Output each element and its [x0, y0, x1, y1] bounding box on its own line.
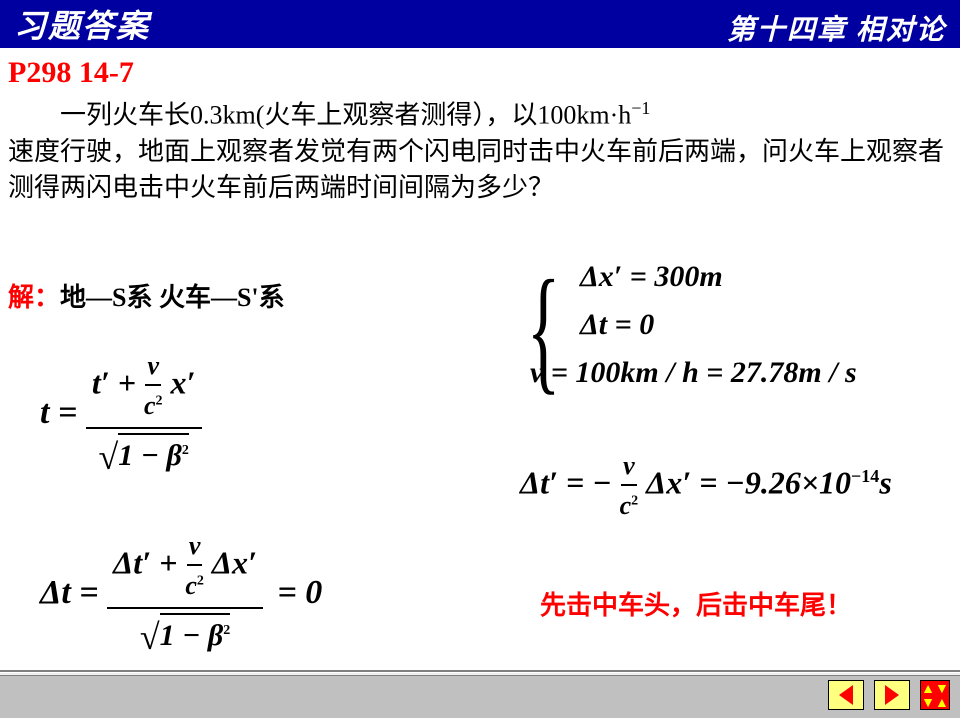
solution-prefix: 解：	[8, 283, 60, 312]
eq-zero: = 0	[277, 574, 322, 611]
dt-numerator: Δt′ + v c2 Δx′	[107, 528, 263, 609]
exit-button[interactable]: ▲▼▼▲	[920, 680, 950, 710]
prev-button[interactable]	[828, 680, 864, 710]
problem-line1a: 一列火车长0.3km(火车上观察者测得），以100km·h	[60, 101, 631, 130]
arrow-left-icon	[839, 685, 853, 705]
vc2-frac: v c2	[144, 348, 163, 425]
given-dt: Δt = 0	[580, 304, 654, 346]
exit-icon: ▲▼▼▲	[921, 681, 949, 709]
problem-line1b: 速度行驶，地面上观察者发觉有两个闪电同时击中火车前后两端，问火车上观察者测得两闪…	[8, 137, 944, 202]
t-lhs: t =	[40, 394, 77, 431]
problem-reference: P298 14-7	[8, 52, 952, 94]
slide-content: P298 14-7 一列火车长0.3km(火车上观察者测得），以100km·h−…	[0, 48, 960, 668]
footer-bar: ▲▼▼▲	[0, 670, 960, 720]
problem-statement: 一列火车长0.3km(火车上观察者测得），以100km·h−1 速度行驶，地面上…	[8, 96, 952, 207]
vc2-frac2: v c2	[185, 528, 204, 605]
dt-fraction: Δt′ + v c2 Δx′ √1 − β2	[107, 528, 263, 662]
given-dx: Δx′ = 300m	[580, 256, 723, 298]
dt-denominator: √1 − β2	[140, 609, 230, 662]
footer-divider	[0, 672, 960, 676]
t-fraction: t′ + v c2 x′ √1 − β2	[86, 348, 202, 482]
next-button[interactable]	[874, 680, 910, 710]
header-title-right: 第十四章 相对论	[727, 8, 946, 48]
given-v: v = 100km / h = 27.78m / s	[530, 352, 857, 394]
eq-dt: Δt = Δt′ + v c2 Δx′ √1 − β2 = 0	[40, 528, 322, 662]
frame-systems: 地—S系 火车—S'系	[60, 283, 285, 312]
arrow-right-icon	[885, 685, 899, 705]
t-denominator: √1 − β2	[99, 429, 189, 482]
vc2-frac3: v c2	[620, 448, 639, 525]
conclusion-text: 先击中车头，后击中车尾！	[540, 588, 852, 624]
header-title-left: 习题答案	[0, 1, 150, 47]
slide-header: 习题答案 第十四章 相对论	[0, 0, 960, 48]
solution-label: 解：地—S系 火车—S'系	[8, 280, 285, 316]
dt-lhs: Δt =	[40, 574, 99, 611]
eq-dtprime: Δt′ = − v c2 Δx′ = −9.26×10−14s	[520, 448, 892, 525]
eq-t: t = t′ + v c2 x′ √1 − β2	[40, 348, 202, 482]
physics-slide: 习题答案 第十四章 相对论 P298 14-7 一列火车长0.3km(火车上观察…	[0, 0, 960, 720]
exponent-minus1: −1	[631, 98, 650, 118]
t-numerator: t′ + v c2 x′	[86, 348, 202, 429]
